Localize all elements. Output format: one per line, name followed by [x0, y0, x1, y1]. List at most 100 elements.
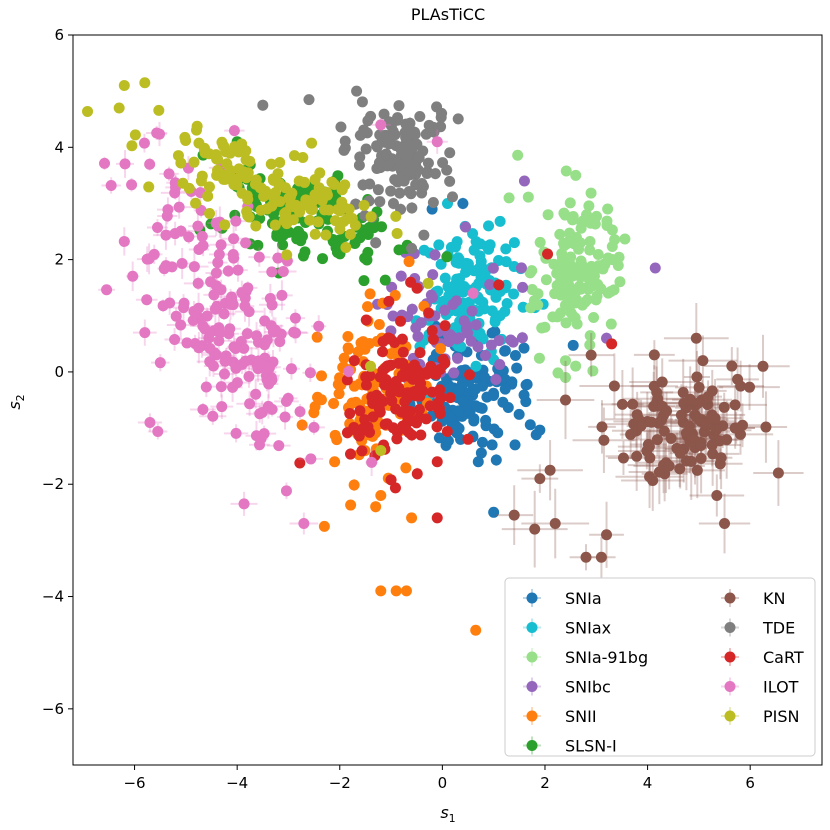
data-point [354, 405, 366, 417]
data-point [188, 156, 200, 168]
data-point [480, 414, 492, 426]
data-point [378, 108, 390, 120]
data-point [141, 294, 153, 306]
data-point [447, 331, 459, 343]
data-point [706, 385, 718, 397]
data-point [524, 419, 536, 431]
data-point [341, 427, 353, 439]
data-point [382, 332, 394, 344]
data-point [298, 518, 310, 530]
data-point [389, 482, 401, 494]
data-point [348, 355, 360, 367]
data-point [656, 414, 668, 426]
y-tick-label: 4 [54, 138, 64, 156]
legend-label: KN [763, 589, 785, 608]
data-point [690, 332, 702, 344]
data-point [399, 396, 411, 408]
data-point [362, 421, 374, 433]
data-point [242, 210, 254, 222]
data-point [410, 322, 422, 334]
data-point [516, 332, 528, 344]
data-point [357, 179, 369, 191]
data-point [571, 283, 583, 295]
data-point [127, 270, 139, 282]
data-point [452, 405, 464, 417]
data-point [336, 196, 348, 208]
data-point [585, 187, 597, 199]
data-point [461, 320, 473, 332]
data-point [518, 389, 530, 401]
data-point [349, 237, 361, 249]
data-point [400, 462, 412, 474]
data-point [674, 463, 686, 475]
data-point [216, 401, 228, 413]
data-point [685, 455, 697, 467]
data-point [433, 239, 445, 251]
data-point [493, 279, 505, 291]
data-point [358, 199, 370, 211]
plot-frame [72, 34, 823, 766]
data-point [277, 266, 289, 278]
data-point [175, 225, 187, 237]
legend-item: SNIa [523, 589, 602, 608]
data-point [710, 424, 722, 436]
data-point [414, 380, 426, 392]
data-point [693, 381, 705, 393]
data-point [239, 355, 251, 367]
data-point [192, 277, 204, 289]
data-point [597, 261, 609, 273]
data-point [385, 185, 397, 197]
legend-item: SNIa-91bg [523, 648, 648, 667]
data-point [547, 311, 559, 323]
data-point [570, 297, 582, 309]
data-point [470, 400, 482, 412]
data-point [488, 506, 500, 518]
data-point [508, 237, 520, 249]
data-point [656, 400, 668, 412]
data-point [239, 292, 251, 304]
legend-marker [526, 740, 538, 751]
data-point [379, 274, 391, 286]
data-point [344, 448, 356, 460]
data-point [648, 400, 660, 412]
series-ilot [98, 117, 479, 535]
data-point [700, 418, 712, 430]
data-point [591, 210, 603, 222]
data-point [225, 298, 237, 310]
data-point [644, 452, 656, 464]
data-point [452, 113, 464, 125]
data-point [470, 360, 482, 372]
data-point [281, 249, 293, 261]
data-point [320, 229, 332, 241]
data-point [695, 452, 707, 464]
data-point [711, 489, 723, 501]
data-point [390, 585, 402, 597]
legend-marker [724, 592, 736, 604]
data-point [346, 213, 358, 225]
data-point [509, 350, 521, 362]
data-point [297, 151, 309, 163]
data-point [272, 252, 284, 264]
data-point [164, 297, 176, 309]
data-point [253, 251, 265, 263]
data-point [518, 175, 530, 187]
data-point [472, 341, 484, 353]
data-point [625, 428, 637, 440]
data-point [501, 298, 513, 310]
data-point [517, 281, 529, 293]
data-point [714, 435, 726, 447]
data-point [388, 382, 400, 394]
data-point [431, 512, 443, 524]
data-point [560, 165, 572, 177]
data-point [441, 426, 453, 438]
data-point [391, 227, 403, 239]
data-point [289, 312, 301, 324]
data-point [420, 413, 432, 425]
data-point [566, 214, 578, 226]
data-point [354, 151, 366, 163]
data-point [306, 137, 318, 149]
data-point [175, 157, 187, 169]
data-point [456, 395, 468, 407]
data-point [327, 236, 339, 248]
data-point [760, 421, 772, 433]
